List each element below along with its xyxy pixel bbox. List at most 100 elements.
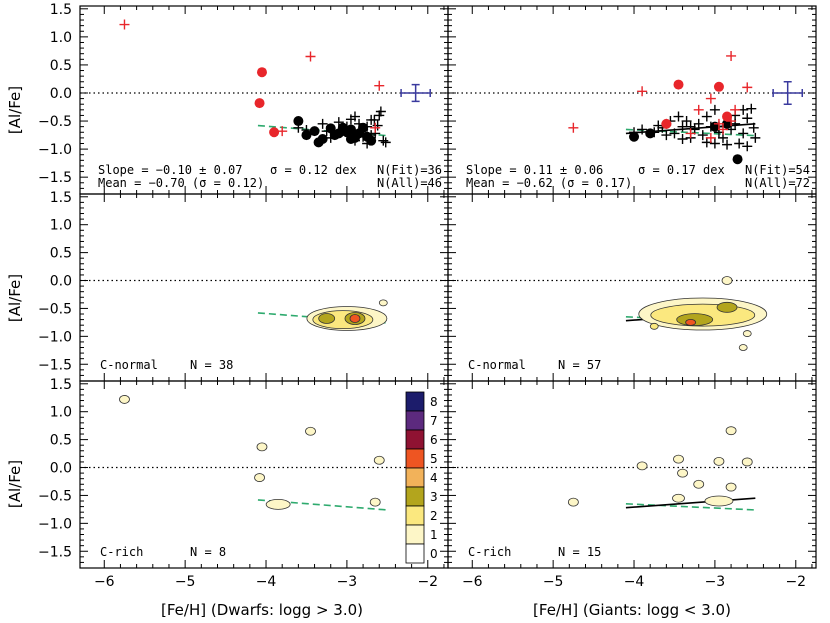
- colorbar-swatch: [405, 467, 425, 488]
- c-rich-plus-point: [730, 104, 741, 115]
- c-rich-plus-point: [374, 80, 385, 91]
- panel-frame: [447, 380, 817, 569]
- y-tick-label: 0.5: [50, 246, 72, 262]
- error-bar: [772, 81, 804, 105]
- c-normal-plus-point: [372, 120, 383, 131]
- c-normal-plus-point: [380, 137, 391, 148]
- slope-text: Slope = 0.11 ± 0.06: [466, 163, 603, 177]
- c-rich-plus-point: [685, 128, 696, 139]
- colorbar-swatch: [405, 543, 425, 564]
- c-rich-dot-point: [254, 98, 265, 109]
- x-axis-labels: [Fe/H] (Dwarfs: logg > 3.0) [Fe/H] (Gian…: [161, 601, 731, 619]
- colorbar-label: 7: [430, 414, 438, 428]
- subset-label: C-normal: [468, 358, 526, 372]
- c-normal-dot-point: [629, 131, 640, 142]
- c-normal-plus-point: [709, 104, 720, 115]
- c-normal-dot-point: [345, 124, 356, 135]
- x-tick-label: −6: [462, 574, 483, 590]
- density-contour: [673, 454, 684, 464]
- c-normal-plus-point: [734, 138, 745, 149]
- c-normal-plus-point: [697, 130, 708, 141]
- mean-text: Mean = −0.62 (σ = 0.17): [466, 176, 632, 190]
- density-contour: [713, 456, 725, 466]
- density-contour: [265, 498, 291, 510]
- colorbar-label: 3: [430, 490, 438, 504]
- panel-dwarfs-top: 1.5 1.0 0.5 0.0 −0.5 −1.0 −1.5 Slope = −0.10 ± …: [38, 2, 449, 195]
- panel-frame: [79, 193, 449, 382]
- sigma-text: σ = 0.12 dex: [270, 163, 357, 177]
- x-tick-label: −2: [785, 574, 806, 590]
- c-rich-dot-point: [673, 79, 684, 90]
- x-tick-label: −4: [256, 574, 277, 590]
- c-normal-plus-point: [748, 122, 759, 133]
- c-normal-plus-point: [738, 128, 749, 139]
- subset-label: C-rich: [468, 545, 511, 559]
- solid-fit-line: [625, 497, 756, 509]
- c-rich-plus-point: [568, 122, 579, 133]
- subset-label: C-rich: [100, 545, 143, 559]
- density-contour: [649, 322, 659, 330]
- c-normal-plus-point: [709, 138, 720, 149]
- y-tick-label: −1.5: [38, 357, 72, 373]
- c-normal-plus-point: [661, 130, 672, 141]
- c-normal-dot-point: [345, 134, 356, 145]
- colorbar-label: 4: [430, 471, 438, 485]
- c-normal-dot-point: [732, 154, 743, 165]
- c-normal-plus-point: [669, 128, 680, 139]
- c-normal-plus-point: [746, 103, 757, 114]
- x-label-dwarfs: [Fe/H] (Dwarfs: logg > 3.0): [161, 601, 363, 619]
- density-contour: [685, 318, 697, 326]
- panel-dwarfs-middle: 1.5 1.0 0.5 0.0 −0.5 −1.0 −1.5 C-normal N = 38: [38, 190, 449, 382]
- c-rich-dot-point: [256, 67, 267, 78]
- density-contour: [704, 495, 734, 507]
- y-tick-label: 1.0: [50, 405, 72, 421]
- c-normal-plus-point: [701, 111, 712, 122]
- colorbar-swatch: [405, 391, 425, 412]
- y-tick-label: −1.0: [38, 142, 72, 158]
- density-contour: [119, 395, 130, 404]
- c-normal-plus-point: [722, 139, 733, 150]
- density-contour: [373, 455, 385, 465]
- y-tick-label: −0.5: [38, 114, 72, 130]
- c-normal-plus-point: [369, 114, 380, 125]
- x-tick-label: −3: [337, 574, 358, 590]
- c-rich-plus-point: [370, 122, 381, 133]
- colorbar-swatch: [405, 429, 425, 450]
- n-label: N = 15: [558, 545, 601, 559]
- panel-giants-bottom: −6 −5 −4 −3 −2 C-rich N = 15: [447, 380, 817, 590]
- y-tick-label: −0.5: [38, 301, 72, 317]
- colorbar-swatch: [405, 524, 425, 545]
- colorbar: 8 7 6 5 4 3 2 1 0: [405, 391, 438, 564]
- c-rich-plus-point: [637, 86, 648, 97]
- sigma-text: σ = 0.17 dex: [638, 163, 725, 177]
- y-tick-label: 0.0: [50, 461, 72, 477]
- c-normal-plus-point: [349, 111, 360, 122]
- colorbar-swatch: [405, 505, 425, 526]
- c-rich-dot-point: [269, 127, 280, 138]
- y-tick-label: 0.5: [50, 58, 72, 74]
- density-contour: [672, 493, 685, 503]
- colorbar-label: 8: [430, 395, 438, 409]
- y-tick-label: 0.0: [50, 274, 72, 290]
- c-rich-dot-point: [661, 118, 672, 129]
- n-fit-text: N(Fit)=36: [377, 163, 442, 177]
- c-normal-plus-point: [673, 111, 684, 122]
- c-rich-plus-point: [705, 93, 716, 104]
- y-tick-label: 1.5: [50, 190, 72, 206]
- c-normal-plus-point: [378, 135, 389, 146]
- c-normal-plus-point: [742, 141, 753, 152]
- density-contour: [378, 299, 388, 307]
- y-label-row-1: [Al/Fe]: [6, 86, 24, 134]
- c-rich-plus-point: [305, 51, 316, 62]
- colorbar-swatch: [405, 486, 425, 507]
- n-label: N = 8: [190, 545, 226, 559]
- density-contour: [742, 330, 752, 337]
- colorbar-label: 1: [430, 528, 438, 542]
- c-normal-dot-point: [293, 116, 304, 127]
- y-tick-label: 0.5: [50, 433, 72, 449]
- y-tick-label: −0.5: [38, 488, 72, 504]
- density-contour: [318, 313, 336, 324]
- c-normal-plus-point: [742, 113, 753, 124]
- c-normal-dot-point: [366, 135, 377, 146]
